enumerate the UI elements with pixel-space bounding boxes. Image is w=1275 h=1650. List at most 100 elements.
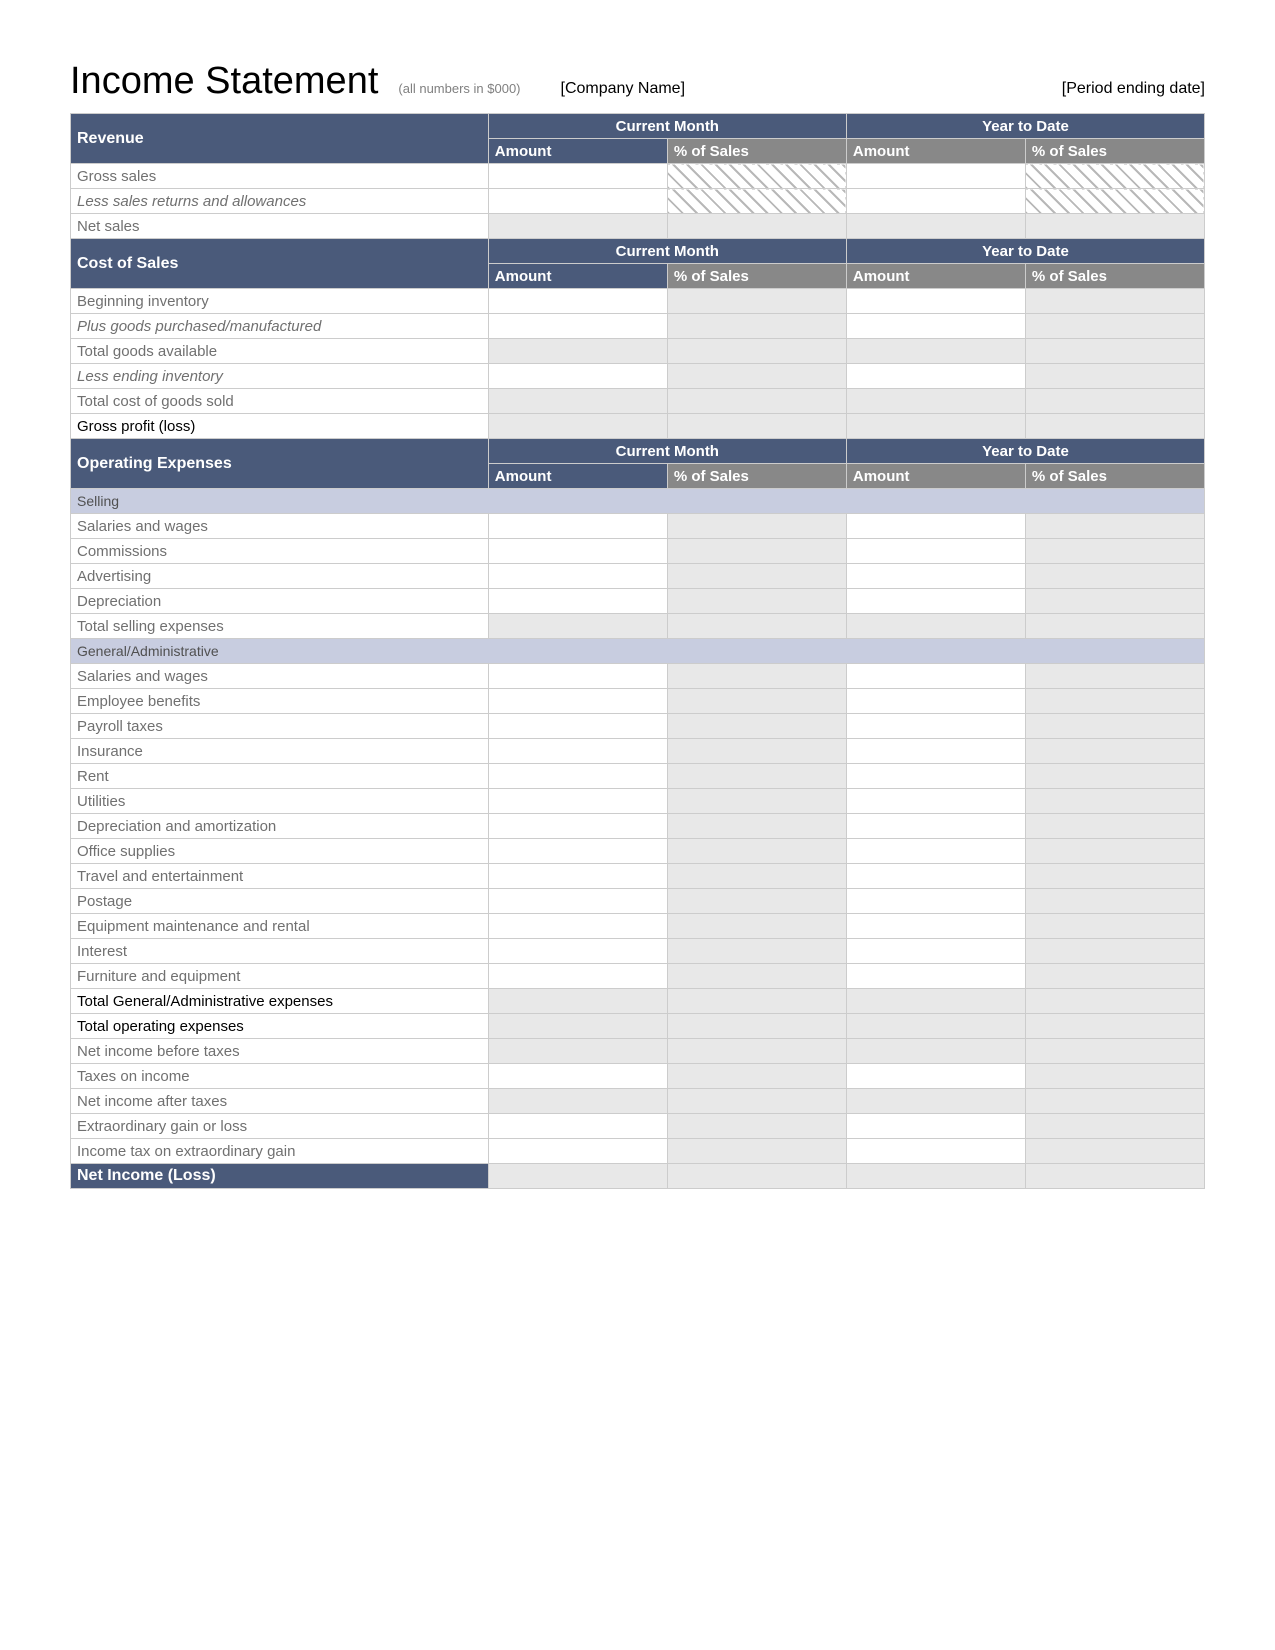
data-cell[interactable] <box>846 414 1025 439</box>
data-cell[interactable] <box>667 514 846 539</box>
data-cell[interactable] <box>1025 789 1204 814</box>
data-cell[interactable] <box>488 314 667 339</box>
data-cell[interactable] <box>1025 664 1204 689</box>
data-cell[interactable] <box>846 364 1025 389</box>
data-cell[interactable] <box>667 989 846 1014</box>
data-cell[interactable] <box>846 214 1025 239</box>
data-cell[interactable] <box>488 914 667 939</box>
data-cell[interactable] <box>488 389 667 414</box>
data-cell[interactable] <box>846 164 1025 189</box>
data-cell[interactable] <box>667 714 846 739</box>
data-cell[interactable] <box>667 314 846 339</box>
data-cell[interactable] <box>1025 764 1204 789</box>
data-cell[interactable] <box>1025 1039 1204 1064</box>
data-cell[interactable] <box>667 964 846 989</box>
data-cell[interactable] <box>488 514 667 539</box>
data-cell[interactable] <box>1025 514 1204 539</box>
data-cell[interactable] <box>1025 1114 1204 1139</box>
data-cell[interactable] <box>1025 714 1204 739</box>
data-cell[interactable] <box>488 364 667 389</box>
data-cell[interactable] <box>1025 214 1204 239</box>
data-cell[interactable] <box>846 789 1025 814</box>
data-cell[interactable] <box>488 814 667 839</box>
data-cell[interactable] <box>488 989 667 1014</box>
data-cell[interactable] <box>846 689 1025 714</box>
data-cell[interactable] <box>488 189 667 214</box>
data-cell[interactable] <box>1025 164 1204 189</box>
data-cell[interactable] <box>1025 539 1204 564</box>
data-cell[interactable] <box>667 864 846 889</box>
data-cell[interactable] <box>488 1039 667 1064</box>
data-cell[interactable] <box>488 1064 667 1089</box>
data-cell[interactable] <box>667 1089 846 1114</box>
data-cell[interactable] <box>846 1039 1025 1064</box>
data-cell[interactable] <box>846 189 1025 214</box>
data-cell[interactable] <box>488 1164 667 1189</box>
data-cell[interactable] <box>488 789 667 814</box>
data-cell[interactable] <box>488 1114 667 1139</box>
data-cell[interactable] <box>488 414 667 439</box>
data-cell[interactable] <box>488 589 667 614</box>
data-cell[interactable] <box>667 664 846 689</box>
data-cell[interactable] <box>846 664 1025 689</box>
data-cell[interactable] <box>488 689 667 714</box>
data-cell[interactable] <box>1025 839 1204 864</box>
data-cell[interactable] <box>1025 614 1204 639</box>
data-cell[interactable] <box>667 1039 846 1064</box>
data-cell[interactable] <box>488 714 667 739</box>
data-cell[interactable] <box>846 1114 1025 1139</box>
data-cell[interactable] <box>1025 564 1204 589</box>
data-cell[interactable] <box>1025 589 1204 614</box>
data-cell[interactable] <box>1025 1164 1204 1189</box>
data-cell[interactable] <box>667 339 846 364</box>
data-cell[interactable] <box>1025 364 1204 389</box>
data-cell[interactable] <box>1025 814 1204 839</box>
data-cell[interactable] <box>1025 964 1204 989</box>
data-cell[interactable] <box>1025 1139 1204 1164</box>
data-cell[interactable] <box>846 939 1025 964</box>
data-cell[interactable] <box>667 739 846 764</box>
data-cell[interactable] <box>1025 864 1204 889</box>
data-cell[interactable] <box>1025 389 1204 414</box>
data-cell[interactable] <box>488 339 667 364</box>
data-cell[interactable] <box>846 614 1025 639</box>
data-cell[interactable] <box>1025 1089 1204 1114</box>
data-cell[interactable] <box>488 664 667 689</box>
data-cell[interactable] <box>667 1114 846 1139</box>
data-cell[interactable] <box>488 764 667 789</box>
data-cell[interactable] <box>667 614 846 639</box>
data-cell[interactable] <box>1025 939 1204 964</box>
data-cell[interactable] <box>846 514 1025 539</box>
data-cell[interactable] <box>488 539 667 564</box>
data-cell[interactable] <box>846 739 1025 764</box>
data-cell[interactable] <box>846 864 1025 889</box>
data-cell[interactable] <box>488 164 667 189</box>
data-cell[interactable] <box>846 989 1025 1014</box>
data-cell[interactable] <box>667 914 846 939</box>
data-cell[interactable] <box>667 539 846 564</box>
data-cell[interactable] <box>488 1014 667 1039</box>
data-cell[interactable] <box>846 1164 1025 1189</box>
data-cell[interactable] <box>846 1139 1025 1164</box>
data-cell[interactable] <box>1025 314 1204 339</box>
data-cell[interactable] <box>1025 914 1204 939</box>
data-cell[interactable] <box>488 889 667 914</box>
data-cell[interactable] <box>667 364 846 389</box>
data-cell[interactable] <box>1025 189 1204 214</box>
data-cell[interactable] <box>1025 1064 1204 1089</box>
data-cell[interactable] <box>1025 1014 1204 1039</box>
data-cell[interactable] <box>846 714 1025 739</box>
data-cell[interactable] <box>667 1064 846 1089</box>
data-cell[interactable] <box>488 214 667 239</box>
data-cell[interactable] <box>846 1064 1025 1089</box>
data-cell[interactable] <box>667 1014 846 1039</box>
data-cell[interactable] <box>488 864 667 889</box>
data-cell[interactable] <box>846 564 1025 589</box>
data-cell[interactable] <box>846 839 1025 864</box>
data-cell[interactable] <box>667 1164 846 1189</box>
data-cell[interactable] <box>667 389 846 414</box>
data-cell[interactable] <box>846 1089 1025 1114</box>
data-cell[interactable] <box>1025 414 1204 439</box>
data-cell[interactable] <box>667 414 846 439</box>
data-cell[interactable] <box>667 1139 846 1164</box>
